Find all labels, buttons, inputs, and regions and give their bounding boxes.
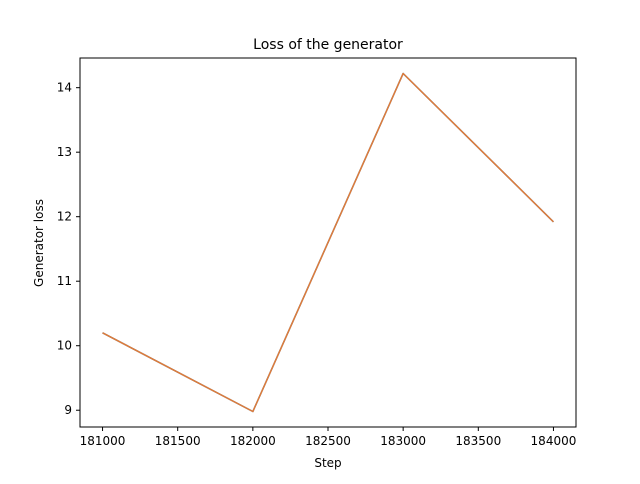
x-tick-label: 182000	[230, 434, 276, 448]
y-tick-label: 9	[64, 403, 72, 417]
x-tick-label: 183000	[380, 434, 426, 448]
y-axis-label: Generator loss	[32, 199, 46, 287]
series-line	[102, 72, 554, 413]
x-tick-label: 181500	[155, 434, 201, 448]
x-axis-label: Step	[314, 456, 341, 470]
y-tick-label: 13	[57, 145, 72, 159]
x-tick-label: 182500	[305, 434, 351, 448]
y-tick-label: 14	[57, 81, 72, 95]
y-tick-label: 10	[57, 339, 72, 353]
y-tick-label: 12	[57, 210, 72, 224]
plot-area: 181000 181500 182000 182500 183000 183500 1840…	[57, 57, 577, 448]
x-tick-label: 184000	[531, 434, 577, 448]
x-tick-label: 181000	[80, 434, 126, 448]
x-tick-label: 183500	[455, 434, 501, 448]
y-tick-label: 11	[57, 274, 72, 288]
chart-title: Loss of the generator	[253, 37, 403, 53]
